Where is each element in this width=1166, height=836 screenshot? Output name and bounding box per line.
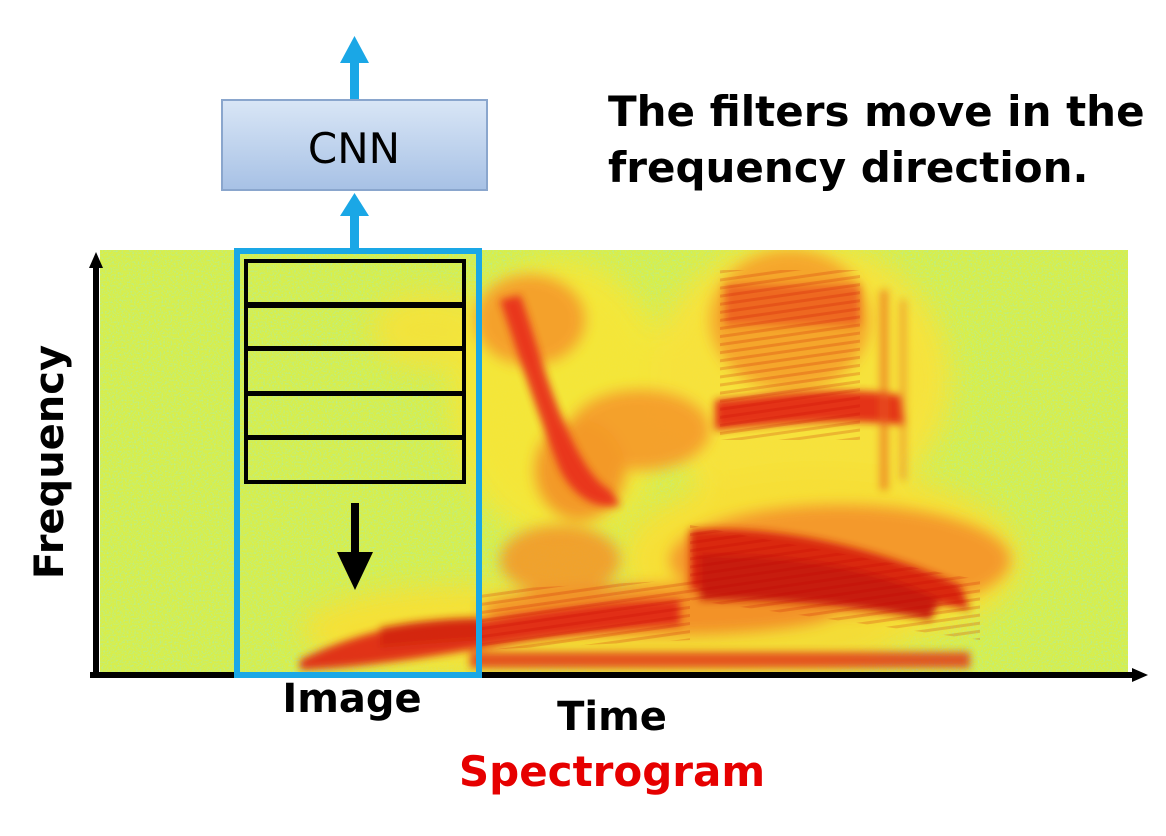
down-arrow-icon xyxy=(337,503,373,590)
filter-stack xyxy=(244,259,466,484)
up-arrow-icon xyxy=(340,36,369,100)
window-label: Image xyxy=(282,676,421,722)
spectrogram-label: Spectrogram xyxy=(459,747,765,796)
spectrogram-image xyxy=(100,250,1128,672)
caption-line-1: The filters move in the xyxy=(608,87,1145,136)
filter-box xyxy=(244,435,466,484)
up-arrow-icon xyxy=(340,193,369,252)
caption-line-2: frequency direction. xyxy=(608,143,1088,192)
x-axis-label: Time xyxy=(557,694,667,740)
x-axis-arrowhead-icon xyxy=(1132,668,1148,682)
cnn-box xyxy=(221,99,488,191)
y-axis-arrowhead-icon xyxy=(89,252,103,268)
y-axis-label: Frequency xyxy=(27,345,73,579)
cnn-label: CNN xyxy=(308,124,400,173)
